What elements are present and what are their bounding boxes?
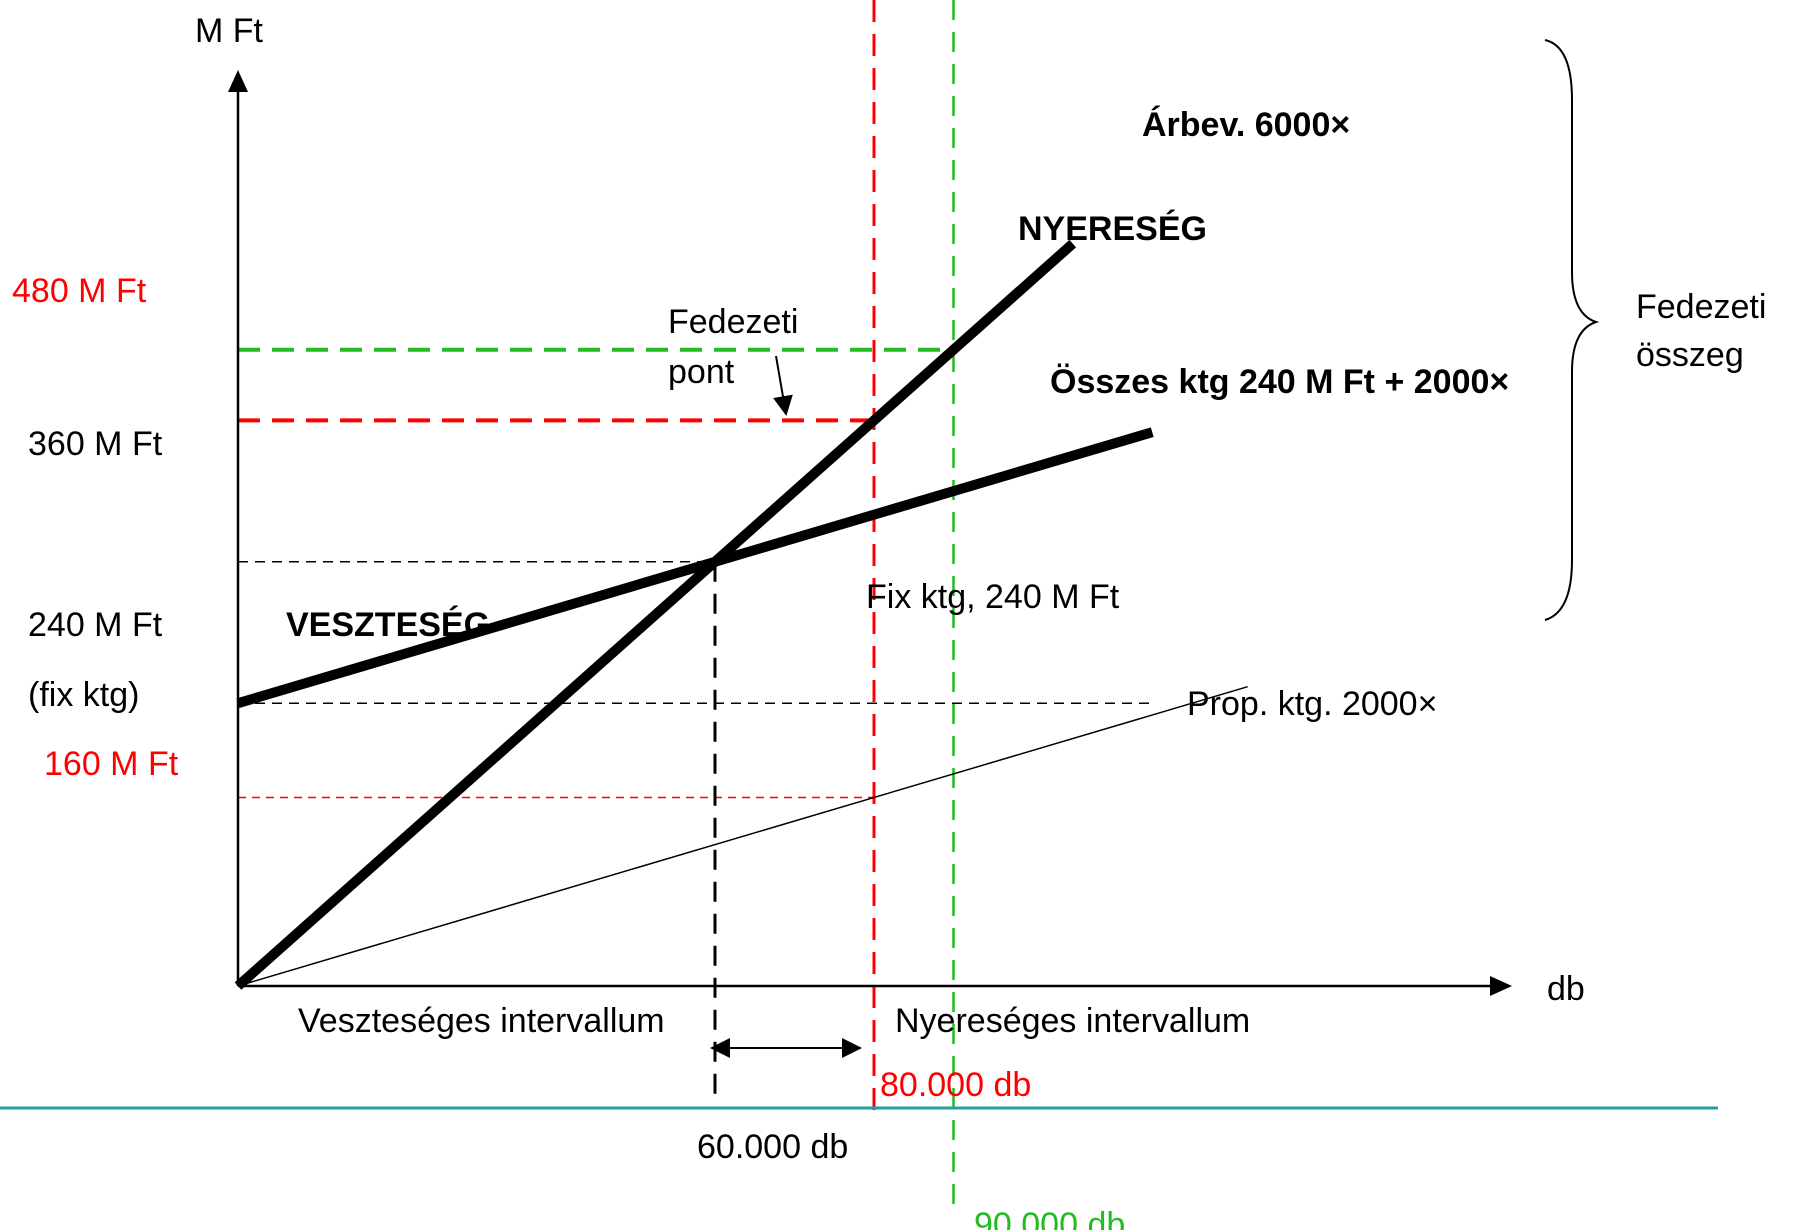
fixed-cost-label: Fix ktg, 240 M Ft bbox=[866, 578, 1120, 616]
y-axis-arrow bbox=[228, 70, 248, 92]
x-axis-arrow bbox=[1490, 976, 1512, 996]
break-even-pointer bbox=[773, 355, 793, 416]
y-label-240: 240 M Ft bbox=[28, 606, 163, 644]
margin-label-2: összeg bbox=[1636, 336, 1744, 374]
y-label-360: 360 M Ft bbox=[28, 425, 163, 463]
break-even-label-2: pont bbox=[668, 353, 735, 391]
profit-label: NYERESÉG bbox=[1018, 210, 1207, 248]
series-line-0 bbox=[234, 239, 1077, 990]
y-axis-title: M Ft bbox=[195, 12, 264, 50]
y-label-480: 480 M Ft bbox=[12, 272, 147, 310]
revenue-label: Árbev. 6000× bbox=[1142, 106, 1350, 144]
margin-brace bbox=[1544, 39, 1600, 621]
series-line-1 bbox=[236, 427, 1154, 709]
loss-interval-label: Veszteséges intervallum bbox=[298, 1002, 665, 1040]
profit-interval-label: Nyereséges intervallum bbox=[895, 1002, 1250, 1040]
x-axis-title: db bbox=[1547, 970, 1585, 1008]
total-cost-label: Összes ktg 240 M Ft + 2000× bbox=[1050, 363, 1509, 401]
margin-label-1: Fedezeti bbox=[1636, 288, 1766, 326]
y-label-160: 160 M Ft bbox=[44, 745, 179, 783]
break-even-label-1: Fedezeti bbox=[668, 303, 798, 341]
x-label-90000: 90 000 db bbox=[974, 1206, 1125, 1230]
x-label-60000: 60.000 db bbox=[697, 1128, 848, 1166]
x-label-80000: 80.000 db bbox=[880, 1066, 1031, 1104]
y-label-fix: (fix ktg) bbox=[28, 676, 139, 714]
reference-lines bbox=[238, 0, 955, 1205]
loss-label: VESZTESÉG bbox=[286, 606, 490, 644]
series-line-2 bbox=[237, 685, 1248, 987]
prop-cost-label: Prop. ktg. 2000× bbox=[1187, 685, 1437, 723]
series-lines bbox=[234, 239, 1248, 990]
